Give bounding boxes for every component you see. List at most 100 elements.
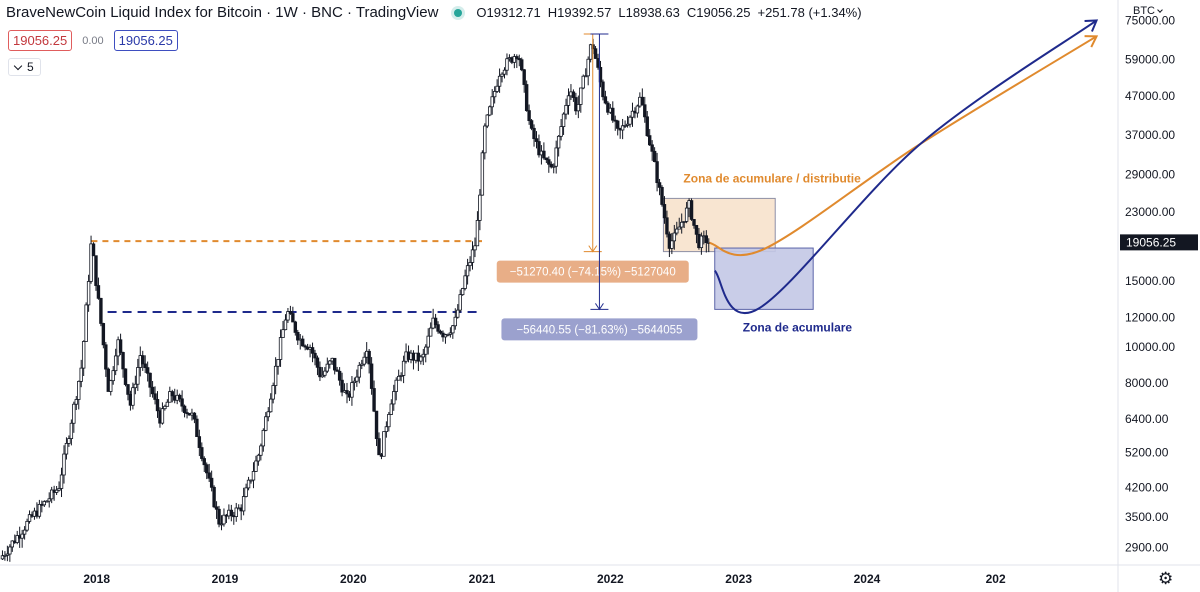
currency-selector[interactable]: BTC [1133, 5, 1163, 17]
candle-down [433, 317, 438, 326]
candle-down [332, 357, 337, 371]
candle-down [180, 398, 184, 407]
y-tick-label: 47000.00 [1125, 89, 1175, 103]
candle-up [269, 398, 273, 413]
candle-up [443, 334, 448, 338]
projection-arrowhead [1084, 19, 1099, 32]
zone-label: Zona de acumulare [743, 320, 853, 334]
x-tick-label: 202 [986, 572, 1006, 586]
candle-up [584, 75, 588, 78]
candle-down [192, 412, 197, 420]
candle-down [660, 186, 664, 205]
indicator-count: 5 [27, 60, 34, 74]
candle-down [288, 311, 293, 314]
candle-up [357, 364, 362, 378]
buy-price-box[interactable]: 19056.25 [113, 30, 178, 51]
x-tick-label: 2021 [469, 572, 496, 586]
y-tick-label: 5200.00 [1125, 446, 1169, 460]
projection-arrowhead [1084, 35, 1099, 48]
symbol-title[interactable]: BraveNewCoin Liquid Index for Bitcoin · … [6, 4, 439, 21]
candle-up [86, 281, 91, 306]
candle-up [460, 288, 465, 296]
candle-down [611, 107, 615, 121]
candle-down [301, 338, 305, 347]
low-label: L [618, 5, 626, 20]
candle-up [0, 555, 5, 560]
candle-up [628, 116, 632, 125]
candle-up [8, 546, 12, 555]
candle-up [72, 403, 76, 424]
candle-down [141, 355, 145, 365]
candle-up [478, 194, 482, 221]
x-tick-label: 2020 [340, 572, 367, 586]
candle-up [561, 113, 566, 127]
candle-up [320, 374, 325, 378]
y-tick-label: 15000.00 [1125, 274, 1175, 288]
candle-down [367, 350, 371, 365]
candle-down [337, 370, 342, 381]
candle-up [492, 91, 497, 98]
candle-down [524, 84, 529, 112]
candle-up [502, 69, 507, 75]
last-price-label: 19056.25 [1126, 235, 1176, 249]
candle-up [426, 335, 430, 348]
sell-price-box[interactable]: 19056.25 [8, 30, 73, 51]
candle-down [606, 102, 610, 113]
candle-up [113, 355, 118, 372]
chevron-down-icon [13, 61, 23, 70]
indicator-toggle[interactable]: 5 [8, 58, 41, 76]
chevron-down-icon [1157, 6, 1163, 13]
candle-down [374, 410, 379, 440]
candle-up [131, 387, 135, 406]
candle-down [207, 472, 211, 479]
candle-up [25, 520, 29, 531]
candle-up [42, 501, 46, 506]
candle-down [694, 224, 699, 235]
low-value: 18938.63 [625, 5, 680, 20]
ohlc-values: O19312.71 H19392.57 L18938.63 C19056.25 … [476, 5, 861, 20]
candle-up [254, 460, 258, 472]
y-tick-label: 29000.00 [1125, 167, 1175, 181]
candle-down [438, 330, 443, 334]
projection-curve-blue [713, 19, 1098, 315]
candle-up [286, 311, 290, 321]
candle-down [177, 394, 182, 400]
y-tick-label: 59000.00 [1125, 52, 1175, 66]
currency-label: BTC [1133, 5, 1155, 17]
candle-down [318, 366, 322, 378]
candle-up [453, 316, 457, 327]
candle-down [537, 141, 541, 156]
open-label: O [476, 5, 487, 20]
candle-down [645, 116, 649, 137]
candle-down [200, 447, 204, 459]
candle-up [451, 325, 455, 334]
candle-up [392, 391, 396, 405]
candle-down [692, 219, 696, 226]
candle-down [153, 393, 157, 400]
candle-down [155, 399, 160, 412]
gear-icon[interactable]: ⚙ [1158, 569, 1174, 588]
candle-down [520, 59, 524, 71]
candle-up [635, 105, 640, 114]
accumulation-zone [714, 247, 814, 310]
candle-down [99, 297, 103, 324]
candle-up [84, 304, 88, 342]
candle-up [468, 262, 472, 267]
candle-down [549, 163, 553, 168]
candle-up [579, 87, 583, 105]
candle-down [229, 509, 234, 517]
candle-up [630, 110, 635, 118]
candle-down [662, 204, 667, 219]
candle-up [512, 56, 517, 63]
candle-up [421, 353, 425, 358]
candle-up [396, 375, 401, 381]
candle-up [259, 445, 263, 456]
candle-up [10, 540, 15, 548]
candle-down [657, 182, 662, 188]
candle-down [202, 458, 206, 466]
candle-down [616, 120, 620, 129]
candle-down [652, 150, 657, 163]
candle-up [264, 416, 268, 431]
measure-label-box [496, 260, 689, 283]
